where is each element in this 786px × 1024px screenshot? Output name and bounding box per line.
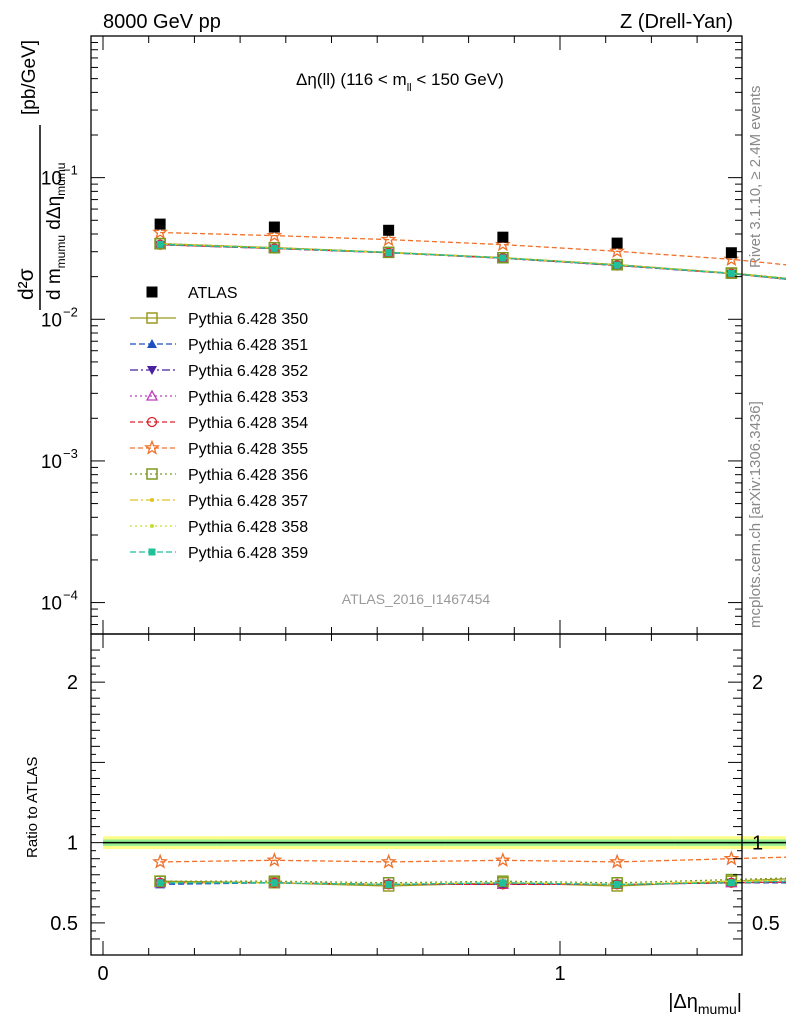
data-point: [611, 237, 623, 249]
data-point: [494, 851, 511, 868]
main-panel: [152, 218, 786, 280]
legend-label: Pythia 6.428 358: [188, 519, 308, 536]
ratio-ylabel: Ratio to ATLAS: [24, 757, 41, 858]
data-point: [150, 524, 154, 528]
x-tick-label: 0: [97, 963, 108, 985]
ratio-series-line: [160, 856, 786, 863]
ylabel-den-sub1: mumu: [54, 235, 68, 268]
xlabel-sub: mumu: [698, 1001, 737, 1017]
ratio-y-tick-label-right: 2: [752, 672, 763, 694]
rivet-version-label: Rivet 3.1.10, ≥ 2.4M events: [747, 86, 764, 269]
data-point: [385, 880, 393, 888]
process-label: Z (Drell-Yan): [620, 11, 733, 33]
y-tick-label: 10: [41, 452, 62, 473]
data-point: [144, 439, 160, 455]
data-point: [146, 416, 158, 428]
energy-label: 8000 GeV pp: [103, 11, 221, 33]
xlabel: |Δηmumu|: [668, 991, 742, 1017]
legend-label: Pythia 6.428 351: [188, 337, 308, 354]
xlabel-tail: |: [737, 991, 742, 1013]
y-tick-exponent: −2: [63, 304, 78, 319]
data-point: [156, 240, 164, 248]
legend-label: Pythia 6.428 353: [188, 389, 308, 406]
data-point: [497, 231, 509, 243]
data-point: [385, 249, 393, 257]
ratio-y-tick-label: 2: [67, 672, 78, 694]
y-tick-exponent: −4: [63, 588, 78, 603]
data-point: [613, 880, 621, 888]
data-point: [146, 468, 158, 480]
main-ylabel: d²σ d mmumu dΔηmumu [pb/GeV]: [15, 40, 68, 310]
data-point: [499, 254, 507, 262]
ratio-y-tick-label-right: 0.5: [752, 913, 780, 935]
data-point: [270, 244, 278, 252]
data-point: [152, 853, 169, 869]
data-point: [150, 498, 154, 502]
legend-label: Pythia 6.428 359: [188, 545, 308, 562]
data-point: [380, 231, 397, 247]
data-point: [609, 853, 626, 869]
legend-label: Pythia 6.428 356: [188, 467, 308, 484]
mcplots-label: mcplots.cern.ch [arXiv:1306.3436]: [747, 401, 764, 628]
data-point: [154, 218, 166, 230]
data-point: [146, 286, 158, 298]
data-point: [727, 879, 735, 887]
data-point: [380, 853, 397, 869]
ylabel-unit: [pb/GeV]: [19, 40, 40, 115]
ratio-y-tick-label: 0.5: [50, 913, 78, 935]
data-point: [266, 227, 283, 243]
xlabel-main: |Δη: [668, 991, 698, 1013]
ratio-panel: [152, 850, 786, 892]
data-point: [147, 366, 157, 375]
data-point: [145, 389, 159, 401]
ratio-y-tick-label: 1: [67, 833, 78, 855]
legend-label: ATLAS: [188, 285, 238, 302]
chart-title-sub: ll: [407, 82, 412, 94]
ylabel-den-sub2: mumu: [54, 163, 68, 196]
legend-label: Pythia 6.428 352: [188, 363, 308, 380]
data-point: [268, 221, 280, 233]
y-tick-exponent: −3: [63, 446, 78, 461]
data-point: [148, 548, 156, 556]
data-point: [146, 312, 158, 324]
ylabel-den-b: dΔη: [44, 196, 65, 235]
data-point: [725, 247, 737, 259]
data-point: [383, 224, 395, 236]
ylabel-denominator: d mmumu dΔηmumu: [44, 163, 68, 300]
ylabel-den-a: d m: [44, 268, 65, 300]
ylabel-numerator: d²σ: [15, 268, 38, 300]
y-tick-label: 10: [41, 169, 62, 190]
data-point: [147, 339, 157, 348]
y-tick-label: 10: [41, 310, 62, 331]
legend-label: Pythia 6.428 350: [188, 311, 308, 328]
ratio-y-tick-label-right: 1: [752, 833, 763, 855]
data-point: [266, 851, 283, 868]
data-point: [499, 879, 507, 887]
data-point: [727, 269, 735, 277]
chart-title-main: Δη(ll) (116 < m: [296, 70, 407, 89]
x-tick-label: 1: [554, 963, 565, 985]
analysis-label: ATLAS_2016_I1467454: [342, 591, 491, 607]
legend-label: Pythia 6.428 354: [188, 415, 308, 432]
data-point: [723, 850, 740, 866]
series-line: [160, 231, 786, 266]
y-tick-exponent: −1: [63, 163, 78, 178]
legend: ATLAS Pythia 6.428 350 Pythia 6.428 351 Pyt…: [130, 285, 308, 562]
data-point: [270, 879, 278, 887]
data-point: [152, 224, 169, 240]
chart-title: Δη(ll) (116 < mll < 150 GeV): [296, 70, 504, 94]
data-point: [156, 879, 164, 887]
legend-label: Pythia 6.428 355: [188, 441, 308, 458]
legend-label: Pythia 6.428 357: [188, 493, 308, 510]
data-point: [613, 261, 621, 269]
chart-title-tail: < 150 GeV): [412, 70, 504, 89]
data-point: [609, 242, 626, 259]
y-tick-label: 10: [41, 594, 62, 615]
data-point: [382, 246, 395, 259]
